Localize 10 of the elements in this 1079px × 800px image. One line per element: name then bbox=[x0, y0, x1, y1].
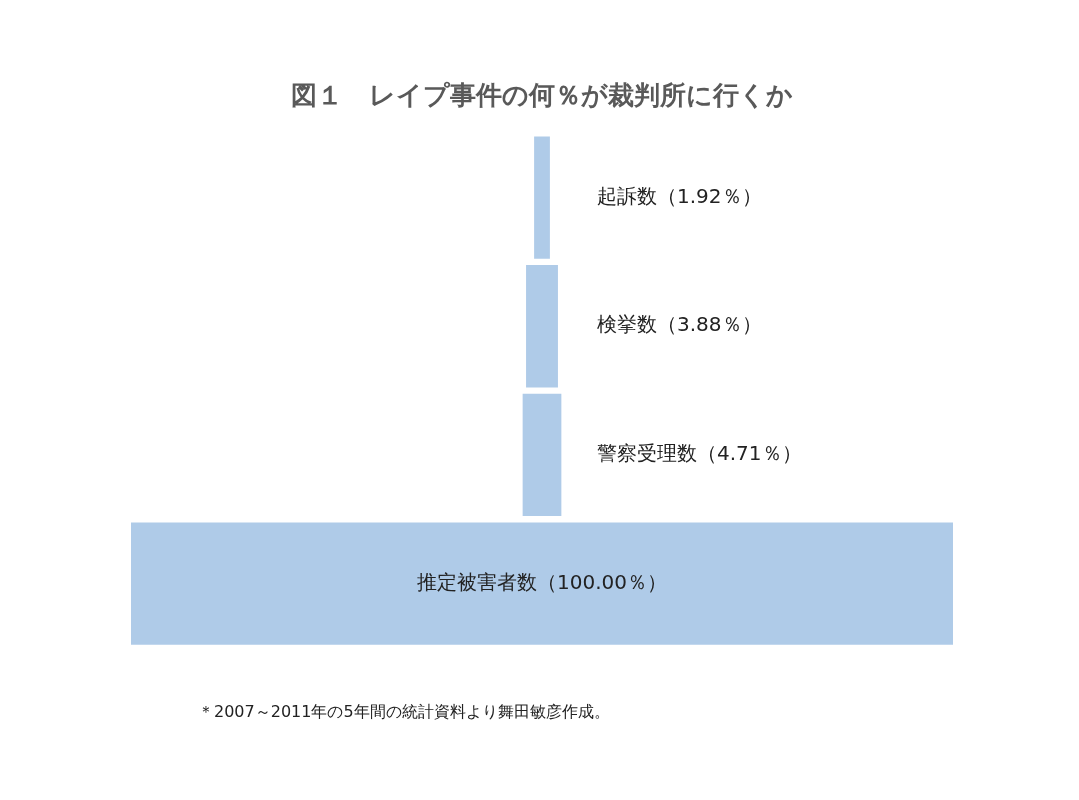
category-label: 警察受理数 bbox=[597, 441, 697, 466]
category-label: 起訴数 bbox=[597, 183, 657, 208]
text: ＊2007～2011年の5年間の統計資料より舞田敏彦作成。 bbox=[198, 702, 610, 722]
data-label: （1.92％） bbox=[657, 183, 762, 208]
data-label: （4.71％） bbox=[697, 441, 802, 466]
text: 図１ レイプ事件の何％が裁判所に行くか bbox=[291, 80, 793, 111]
data-label: （3.88％） bbox=[657, 312, 762, 337]
data-label: （100.00％） bbox=[537, 569, 667, 594]
category-label: 検挙数 bbox=[597, 312, 657, 337]
category-label: 推定被害者数 bbox=[417, 569, 538, 594]
